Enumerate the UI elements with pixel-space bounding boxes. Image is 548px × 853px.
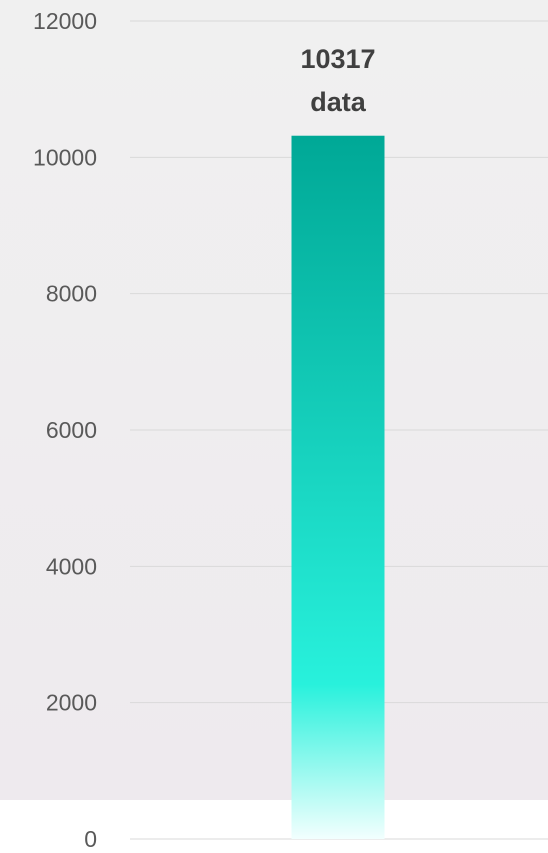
data-labels: 10317 data xyxy=(300,44,375,117)
y-tick-label: 0 xyxy=(84,826,97,852)
bar xyxy=(291,135,385,840)
bottom-band xyxy=(0,800,548,853)
bar-series-label: data xyxy=(310,87,367,117)
y-axis: 0 2000 4000 6000 8000 10000 12000 xyxy=(33,8,97,852)
y-tick-label: 8000 xyxy=(46,281,97,307)
y-tick-label: 4000 xyxy=(46,553,97,579)
plot-background xyxy=(0,0,548,800)
y-tick-label: 2000 xyxy=(46,690,97,716)
y-tick-label: 12000 xyxy=(33,8,97,34)
bar-value-label: 10317 xyxy=(300,44,375,74)
bars xyxy=(291,135,385,840)
y-tick-label: 6000 xyxy=(46,417,97,443)
y-tick-label: 10000 xyxy=(33,144,97,170)
